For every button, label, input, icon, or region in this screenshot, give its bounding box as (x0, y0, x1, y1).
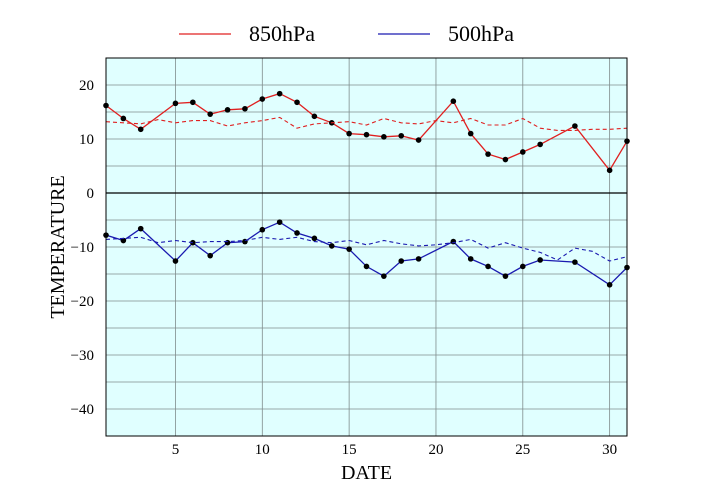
data-point (276, 90, 283, 97)
plot-frame (105, 57, 628, 437)
data-point (450, 238, 457, 245)
data-point (137, 225, 144, 232)
data-point (572, 123, 578, 129)
x-tick-label: 5 (172, 442, 180, 458)
x-tick-label: 20 (428, 442, 443, 458)
data-point (207, 252, 213, 259)
data-point (485, 151, 491, 157)
data-point (398, 258, 405, 264)
data-point (207, 111, 213, 117)
legend-label: 850hPa (249, 21, 315, 46)
y-tick-label: −30 (71, 348, 94, 364)
data-point (415, 137, 422, 143)
data-point (242, 105, 248, 112)
data-point (572, 259, 578, 265)
x-axis-title: DATE (341, 462, 392, 484)
x-tick-label: 30 (602, 442, 617, 458)
data-point (467, 256, 474, 262)
data-point (120, 237, 127, 244)
data-point (311, 235, 318, 242)
data-point (120, 115, 127, 122)
data-point (224, 107, 231, 113)
data-point (398, 132, 405, 139)
data-point (259, 226, 266, 233)
data-point (606, 282, 613, 288)
data-point (294, 230, 300, 236)
y-tick-label: 20 (79, 78, 94, 94)
data-point (537, 141, 543, 148)
data-point (606, 167, 613, 174)
x-tick-label: 15 (342, 442, 357, 458)
data-point (450, 98, 457, 104)
data-point (346, 246, 352, 252)
series-line-3 (105, 236, 628, 262)
legend: 850hPa 500hPa (179, 21, 514, 46)
y-tick-label: 0 (87, 186, 95, 202)
data-point (346, 130, 352, 137)
data-point (502, 156, 509, 163)
data-point (363, 263, 370, 270)
data-point (502, 273, 509, 279)
data-point (172, 258, 179, 264)
data-point (381, 273, 387, 279)
y-tick-label: −10 (71, 240, 94, 256)
data-point (276, 219, 283, 225)
series-line-1 (105, 116, 628, 131)
y-tick-label: −20 (71, 294, 94, 310)
data-point (259, 96, 266, 102)
data-point (224, 239, 231, 246)
data-point (172, 100, 179, 107)
data-point (467, 130, 474, 137)
data-point (415, 256, 422, 262)
x-tick-label: 25 (515, 442, 530, 458)
data-point (537, 257, 543, 263)
data-point (520, 263, 526, 270)
legend-label: 500hPa (448, 21, 514, 46)
data-point (381, 134, 387, 140)
data-point (294, 99, 300, 106)
y-tick-label: 10 (79, 132, 94, 148)
tick-labels: 5 10 15 20 25 30 −40 −30 −20 −10 0 10 20 (71, 78, 618, 458)
data-point (485, 263, 491, 270)
data-point (328, 243, 335, 249)
data-point (311, 113, 318, 120)
x-tick-label: 10 (255, 442, 270, 458)
data-point (190, 99, 196, 106)
series-layer (103, 90, 630, 288)
data-point (363, 131, 370, 138)
data-point (137, 126, 144, 133)
grid (106, 58, 627, 436)
data-point (520, 149, 526, 155)
y-axis-title: TEMPERATURE (47, 175, 69, 318)
y-tick-label: −40 (71, 402, 94, 418)
